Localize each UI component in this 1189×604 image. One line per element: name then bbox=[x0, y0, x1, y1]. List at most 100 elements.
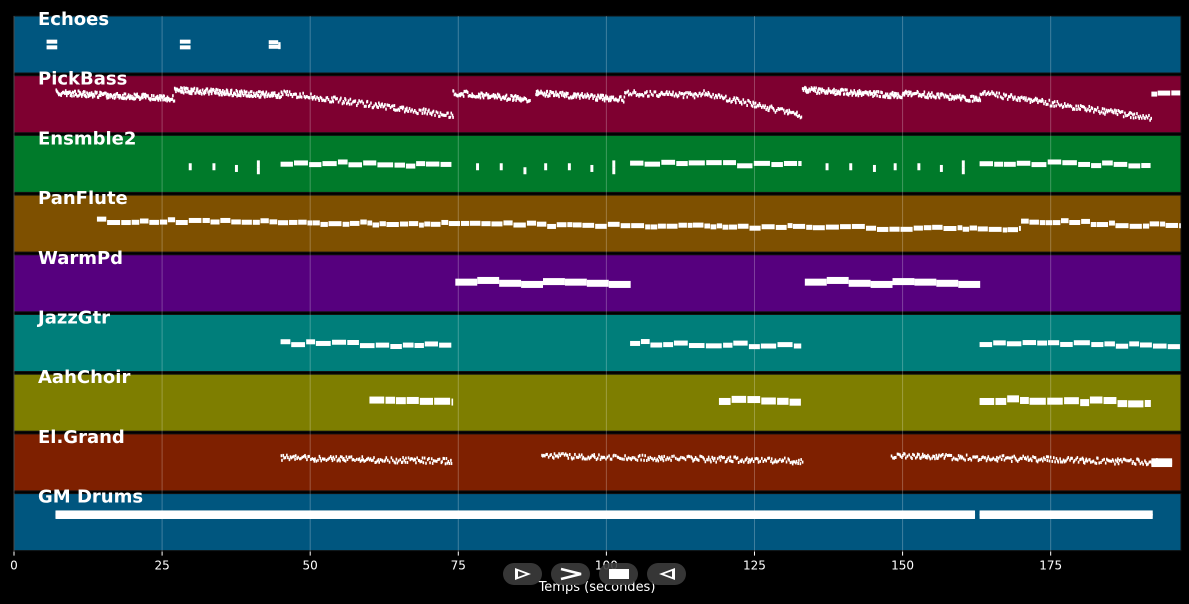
note bbox=[714, 93, 717, 97]
note bbox=[225, 88, 228, 92]
note bbox=[519, 96, 521, 100]
note bbox=[343, 458, 346, 462]
note bbox=[677, 94, 680, 98]
note bbox=[245, 90, 248, 94]
note bbox=[936, 456, 938, 460]
note bbox=[501, 95, 504, 99]
note bbox=[504, 96, 507, 100]
note bbox=[901, 455, 903, 459]
note bbox=[758, 102, 761, 106]
note bbox=[114, 95, 117, 99]
note bbox=[514, 94, 517, 98]
note bbox=[630, 458, 633, 462]
note bbox=[1138, 116, 1141, 120]
note bbox=[189, 92, 191, 96]
note bbox=[288, 90, 291, 94]
note bbox=[1045, 102, 1048, 106]
note bbox=[793, 460, 796, 464]
note bbox=[227, 92, 229, 96]
note bbox=[1117, 109, 1120, 113]
note bbox=[166, 95, 169, 99]
note bbox=[204, 91, 207, 95]
note bbox=[303, 94, 306, 98]
note bbox=[914, 92, 917, 96]
note bbox=[180, 89, 183, 93]
note bbox=[1001, 96, 1003, 100]
note bbox=[780, 107, 782, 111]
note bbox=[547, 223, 556, 229]
note bbox=[359, 459, 362, 463]
note bbox=[562, 94, 565, 98]
note bbox=[358, 99, 360, 103]
note bbox=[642, 94, 645, 98]
note bbox=[415, 461, 417, 465]
note bbox=[1133, 462, 1136, 466]
note bbox=[762, 459, 765, 463]
note bbox=[581, 92, 583, 96]
note bbox=[684, 458, 687, 462]
note bbox=[405, 108, 407, 112]
note bbox=[622, 100, 625, 104]
note bbox=[917, 91, 919, 95]
note bbox=[1006, 456, 1008, 460]
note bbox=[422, 461, 425, 465]
note bbox=[900, 226, 913, 232]
note bbox=[275, 95, 278, 99]
note bbox=[1066, 104, 1068, 108]
tracks-layer bbox=[13, 15, 1182, 552]
note bbox=[1126, 459, 1128, 463]
note bbox=[1128, 163, 1141, 169]
note bbox=[1096, 222, 1109, 228]
note bbox=[657, 223, 666, 229]
note bbox=[446, 461, 449, 465]
note bbox=[250, 93, 253, 97]
note bbox=[556, 454, 559, 458]
note bbox=[989, 92, 992, 96]
note bbox=[567, 163, 571, 171]
note bbox=[821, 87, 824, 91]
note bbox=[650, 92, 653, 96]
note bbox=[892, 456, 894, 460]
note bbox=[256, 160, 260, 168]
note bbox=[206, 87, 209, 91]
note bbox=[565, 91, 568, 95]
note bbox=[608, 454, 610, 458]
note bbox=[1144, 459, 1146, 463]
note bbox=[262, 90, 264, 94]
note bbox=[702, 456, 704, 460]
note bbox=[89, 93, 92, 97]
note bbox=[537, 90, 540, 94]
note bbox=[612, 95, 615, 99]
note bbox=[222, 91, 225, 95]
note bbox=[697, 94, 699, 98]
note bbox=[666, 92, 669, 96]
note bbox=[445, 457, 448, 461]
note bbox=[863, 91, 866, 95]
note bbox=[286, 89, 289, 93]
note bbox=[647, 456, 650, 460]
note bbox=[307, 455, 310, 459]
note bbox=[423, 107, 425, 111]
note bbox=[356, 104, 358, 108]
note bbox=[230, 88, 233, 92]
note bbox=[988, 92, 991, 96]
note bbox=[357, 101, 359, 105]
note bbox=[1075, 457, 1077, 461]
note bbox=[1141, 163, 1151, 169]
note bbox=[60, 93, 62, 97]
note bbox=[350, 455, 353, 459]
note bbox=[529, 99, 531, 103]
note bbox=[967, 457, 970, 461]
note bbox=[184, 90, 187, 94]
note bbox=[723, 160, 736, 166]
note bbox=[469, 220, 481, 226]
note bbox=[1062, 458, 1065, 462]
note bbox=[58, 92, 61, 96]
note bbox=[913, 225, 923, 231]
note bbox=[921, 452, 924, 456]
note bbox=[163, 94, 165, 98]
note bbox=[281, 91, 283, 95]
note bbox=[343, 101, 345, 105]
note bbox=[889, 96, 892, 100]
note bbox=[359, 100, 362, 104]
